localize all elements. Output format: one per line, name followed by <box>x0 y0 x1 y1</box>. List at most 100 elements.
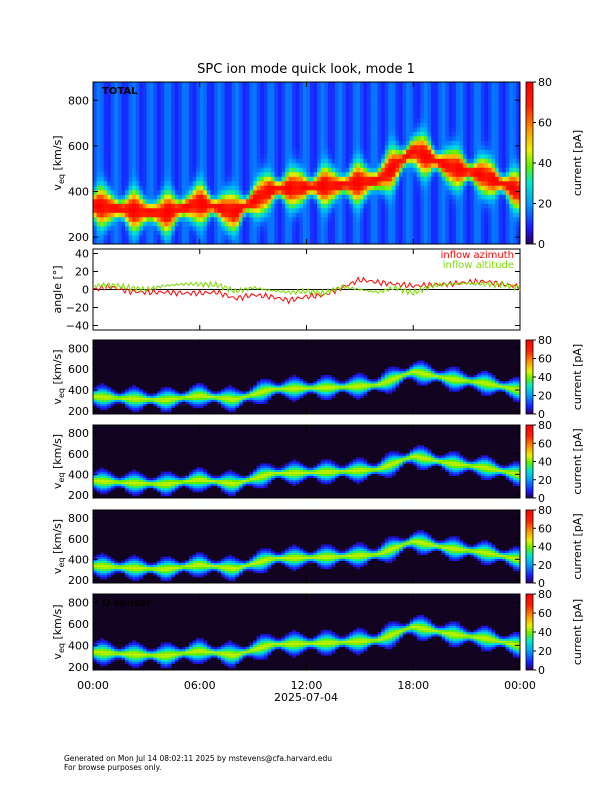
spectrogram-cell <box>495 86 499 92</box>
spectrogram-cell <box>153 212 158 218</box>
spectrogram-cell <box>167 391 172 394</box>
spectrogram-cell <box>441 199 446 204</box>
spectrogram-cell <box>178 109 183 114</box>
spectrogram-cell <box>295 381 300 384</box>
spectrogram-cell <box>235 190 240 195</box>
spectrogram-cell <box>359 91 364 96</box>
spectrogram-cell <box>512 140 517 146</box>
spectrogram-cell <box>153 181 158 186</box>
spectrogram-cell <box>466 235 471 240</box>
spectrogram-cell <box>359 104 364 110</box>
spectrogram-cell <box>359 230 364 236</box>
spectrogram-cell <box>192 401 197 405</box>
spectrogram-cell <box>128 104 133 110</box>
spectrogram-cell <box>399 194 403 200</box>
spectrogram-cell <box>438 82 443 87</box>
spectrogram-cell <box>292 379 297 382</box>
spectrogram-cell <box>110 393 115 396</box>
spectrogram-cell <box>160 172 165 177</box>
spectrogram-cell <box>370 104 375 110</box>
spectrogram-cell <box>477 199 482 204</box>
spectrogram-cell <box>206 221 211 227</box>
spectrogram-cell <box>484 95 489 101</box>
spectrogram-cell <box>413 86 418 92</box>
spectrogram-cell <box>224 122 229 128</box>
spectrogram-cell <box>505 122 510 128</box>
spectrogram-cell <box>270 140 275 146</box>
spectrogram-cell <box>331 194 336 200</box>
spectrogram-cell <box>420 158 425 164</box>
spectrogram-cell <box>299 212 304 218</box>
spectrogram-cell <box>438 199 443 204</box>
spectrogram-cell <box>174 86 179 92</box>
spectrogram-cell <box>345 163 350 168</box>
spectrogram-cell <box>132 393 136 396</box>
spectrogram-cell <box>267 91 272 96</box>
spectrogram-cell <box>178 104 183 110</box>
spectrogram-cell <box>388 226 393 231</box>
spectrogram-cell <box>100 136 104 141</box>
spectrogram-cell <box>132 163 136 168</box>
spectrogram-cell <box>381 163 386 168</box>
spectrogram-cell <box>125 230 129 236</box>
spectrogram-cell <box>217 91 222 96</box>
spectrogram-cell <box>238 140 243 146</box>
spectrogram-cell <box>302 212 307 218</box>
spectrogram-cell <box>125 172 129 177</box>
spectrogram-cell <box>153 226 158 231</box>
spectrogram-cell <box>132 239 136 245</box>
spectrogram-cell <box>238 226 243 231</box>
spectrogram-cell <box>413 104 418 110</box>
spectrogram-cell <box>157 405 161 409</box>
spectrogram-cell <box>374 181 378 186</box>
spectrogram-cell <box>281 82 286 87</box>
spectrogram-cell <box>302 199 307 204</box>
spectrogram-cell <box>270 212 275 218</box>
spectrogram-cell <box>324 149 329 155</box>
spectrogram-cell <box>107 154 112 159</box>
spectrogram-cell <box>213 181 218 186</box>
spectrogram-cell <box>128 199 133 204</box>
spectrogram-cell <box>512 163 517 168</box>
spectrogram-cell <box>142 235 147 240</box>
spectrogram-cell <box>199 221 204 227</box>
spectrogram-cell <box>128 181 133 186</box>
spectrogram-cell <box>260 239 265 245</box>
spectrogram-cell <box>171 190 176 195</box>
spectrogram-cell <box>174 113 179 119</box>
spectrogram-cell <box>93 239 97 245</box>
spectrogram-cell <box>320 109 325 114</box>
spectrogram-cell <box>199 383 204 386</box>
spectrogram-cell <box>327 167 332 173</box>
spectrogram-cell <box>413 109 418 114</box>
spectrogram-cell <box>114 131 119 137</box>
spectrogram-cell <box>181 136 186 141</box>
spectrogram-cell <box>110 212 115 218</box>
spectrogram-cell <box>370 136 375 141</box>
spectrogram-cell <box>149 226 154 231</box>
spectrogram-cell <box>374 230 378 236</box>
spectrogram-cell <box>288 185 293 191</box>
spectrogram-cell <box>128 405 133 409</box>
spectrogram-cell <box>185 86 190 92</box>
spectrogram-cell <box>374 158 378 164</box>
spectrogram-cell <box>263 109 268 114</box>
spectrogram-cell <box>96 149 101 155</box>
spectrogram-cell <box>399 235 403 240</box>
spectrogram-cell <box>132 122 136 128</box>
spectrogram-cell <box>342 190 346 195</box>
spectrogram-cell <box>103 403 108 407</box>
spectrogram-cell <box>171 235 176 240</box>
spectrogram-cell <box>132 118 136 123</box>
spectrogram-cell <box>438 190 443 195</box>
spectrogram-cell <box>253 385 257 388</box>
spectrogram-cell <box>228 185 233 191</box>
spectrogram-cell <box>210 176 215 182</box>
spectrogram-cell <box>114 208 119 213</box>
spectrogram-cell <box>153 395 158 398</box>
spectrogram-cell <box>381 190 386 195</box>
spectrogram-cell <box>370 235 375 240</box>
spectrogram-cell <box>263 104 268 110</box>
spectrogram-cell <box>384 230 389 236</box>
spectrogram-cell <box>213 82 218 87</box>
